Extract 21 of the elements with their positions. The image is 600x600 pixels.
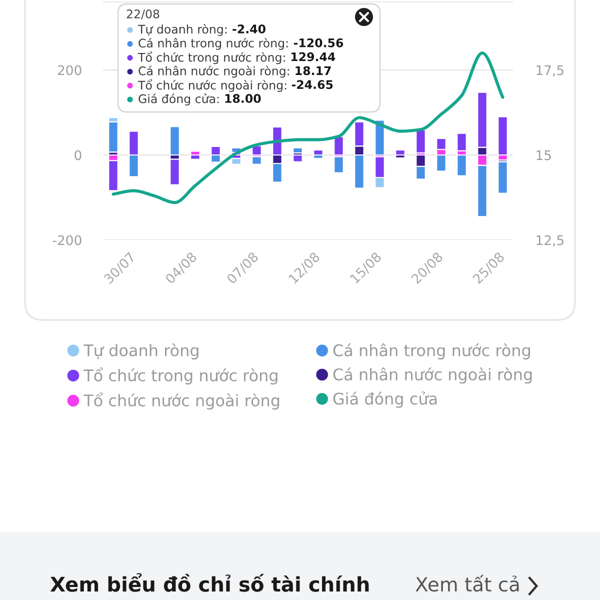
annotation: Tổ chức trong nước ròng: 129.44	[138, 51, 336, 64]
annotation: Tự doanh ròng: -2.40	[138, 24, 266, 36]
text: Xem tất cả	[416, 574, 519, 592]
y2-tick-label: 12,5	[536, 235, 564, 247]
legend-label: Tổ chức nước ngoài ròng	[84, 392, 280, 410]
legend-label: Cá nhân nước ngoài ròng	[333, 367, 532, 384]
legend-label: Giá đóng cửa	[333, 392, 437, 408]
annotation: Cá nhân trong nước ròng: -120.56	[138, 38, 344, 50]
y2-tick-label: 15	[536, 150, 551, 160]
legend-label: Tự doanh ròng	[84, 343, 198, 360]
annotation: Cá nhân nước ngoài ròng: 18.17	[138, 66, 331, 78]
annotation: Giá đóng cửa: 18.00	[138, 93, 261, 106]
legend-label: Tổ chức trong nước ròng	[84, 367, 278, 385]
y2-tick-label: 17,5	[536, 65, 564, 77]
y-tick-label: -200	[52, 235, 82, 246]
annotation: Tổ chức nước ngoài ròng: -24.65	[138, 79, 333, 92]
y-tick-label: 0	[74, 150, 82, 160]
y-tick-label: 200	[58, 65, 82, 76]
annotation: 22/08	[126, 9, 160, 20]
legend-label: Cá nhân trong nước ròng	[333, 343, 530, 360]
text: Xem biểu đồ chỉ số tài chính	[50, 573, 369, 592]
